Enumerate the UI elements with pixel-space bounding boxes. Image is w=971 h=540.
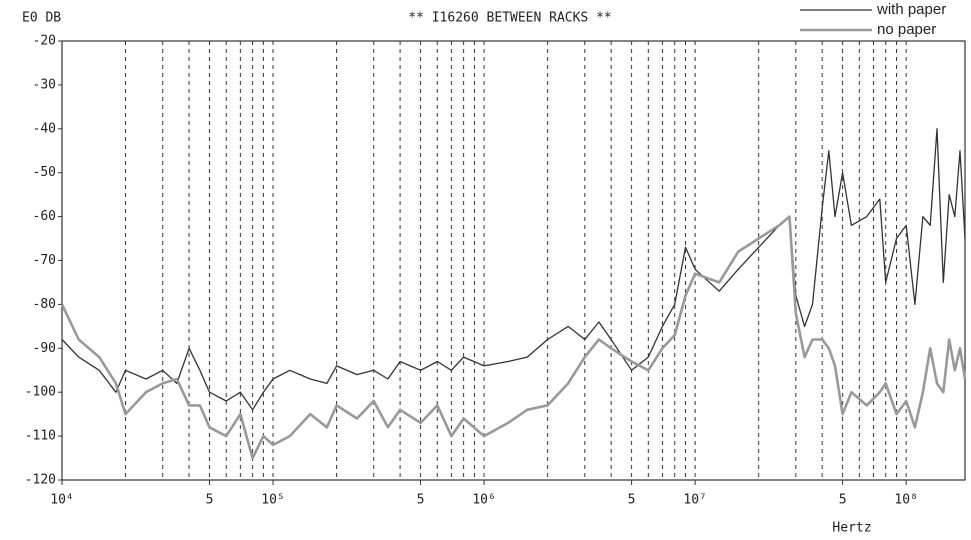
y-tick-label: -70 (33, 253, 56, 268)
y-tick-label: -100 (25, 385, 56, 400)
y-tick-label: -40 (33, 121, 56, 136)
y-tick-label: -90 (33, 341, 56, 356)
y-tick-label: -120 (25, 473, 56, 488)
series-line (60, 215, 967, 460)
plot-frame (61, 40, 966, 481)
x-axis-label: Hertz (832, 521, 871, 536)
x-tick-label: 10⁶ (472, 493, 495, 508)
y-tick-label: -60 (33, 209, 56, 224)
y-axis-label: E0 DB (22, 11, 61, 26)
x-tick-label: 10⁵ (261, 493, 284, 508)
y-tick-label: -30 (33, 77, 56, 92)
y-tick-label: -50 (33, 165, 56, 180)
legend-label: no paper (877, 21, 936, 38)
series-line (61, 128, 966, 411)
y-tick-label: -80 (33, 297, 56, 312)
x-tick-label: 10⁴ (50, 493, 73, 508)
y-tick-label: -20 (33, 34, 56, 49)
y-tick-label: -110 (25, 429, 56, 444)
x-tick-label: 5 (206, 493, 214, 508)
x-tick-label: 10⁸ (894, 493, 917, 508)
x-tick-label: 5 (839, 493, 847, 508)
chart-title: ** I16260 BETWEEN RACKS ** (408, 11, 612, 26)
x-tick-label: 5 (628, 493, 636, 508)
x-tick-label: 5 (417, 493, 425, 508)
legend-label: with paper (876, 1, 946, 18)
x-tick-label: 10⁷ (683, 493, 706, 508)
